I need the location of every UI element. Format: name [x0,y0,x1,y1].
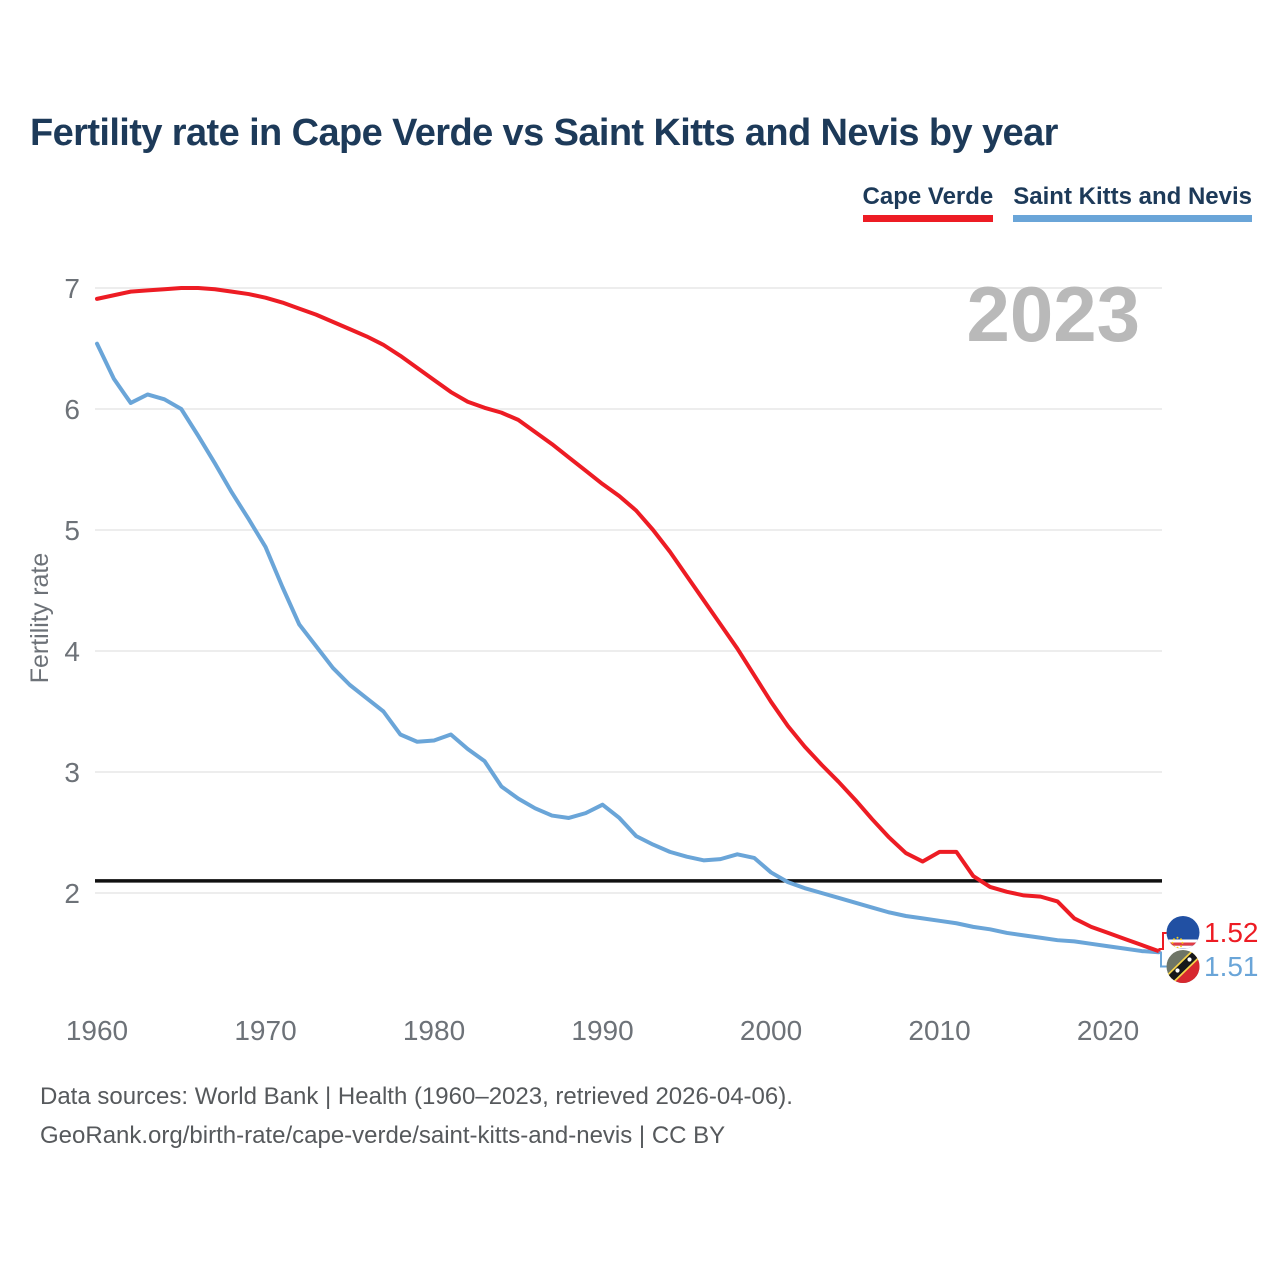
cape-verde-end-value: 1.52 [1204,917,1259,948]
year-watermark: 2023 [966,270,1140,358]
saint-kitts-and-nevis-line[interactable] [95,341,1161,955]
y-tick-label: 5 [64,515,80,546]
saint-kitts-nevis-flag-icon [1166,950,1200,983]
legend-saint-kitts-and-nevis[interactable]: Saint Kitts and Nevis [1013,183,1252,222]
source-line-2: GeoRank.org/birth-rate/cape-verde/saint-… [40,1122,726,1149]
grid-layer: 2 3 4 5 6 7 1960 1970 1980 1990 2000 2010 2020 [64,273,1162,1046]
cape-verde-flag-icon [1166,916,1200,949]
x-tick-label: 1970 [234,1015,296,1046]
y-tick-label: 2 [64,878,80,909]
y-tick-label: 6 [64,394,80,425]
legend: Cape Verde Saint Kitts and Nevis [862,183,1252,222]
page-title: Fertility rate in Cape Verde vs Saint Ki… [30,112,1058,154]
source-note: Data sources: World Bank | Health (1960–… [40,1077,793,1155]
cape-verde-line[interactable] [95,286,1161,954]
y-tick-label: 3 [64,757,80,788]
series-layer [95,286,1161,955]
x-tick-label: 1990 [571,1015,633,1046]
legend-cape-verde[interactable]: Cape Verde [862,183,994,222]
saint-kitts-nevis-leader-line [1158,951,1167,968]
x-tick-label: 1960 [66,1015,128,1046]
x-tick-label: 2010 [908,1015,970,1046]
source-line-1: Data sources: World Bank | Health (1960–… [40,1083,793,1110]
y-tick-label: 7 [64,273,80,304]
cape-verde-leader-line [1158,932,1167,950]
saint-kitts-nevis-end-value: 1.51 [1204,951,1259,982]
y-axis-title: Fertility rate [26,553,54,684]
x-tick-label: 2000 [740,1015,802,1046]
x-tick-label: 2020 [1077,1015,1139,1046]
x-tick-label: 1980 [403,1015,465,1046]
y-tick-label: 4 [64,636,80,667]
